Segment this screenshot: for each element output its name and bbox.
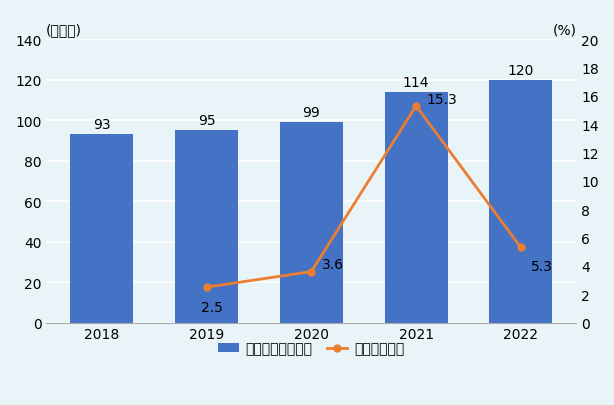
Legend: 輸出額（億ドル）, 伸び率（％）: 輸出額（億ドル）, 伸び率（％） — [212, 336, 410, 361]
Bar — [280, 123, 343, 323]
Text: 120: 120 — [508, 64, 534, 77]
Bar — [175, 131, 238, 323]
Text: 93: 93 — [93, 118, 111, 132]
Text: 15.3: 15.3 — [427, 92, 457, 107]
Text: 99: 99 — [303, 106, 320, 120]
Text: 5.3: 5.3 — [531, 259, 553, 273]
Bar — [71, 135, 133, 323]
Text: (億ドル): (億ドル) — [46, 23, 82, 37]
Text: 2.5: 2.5 — [201, 300, 223, 314]
Text: 114: 114 — [403, 76, 429, 90]
Text: (%): (%) — [553, 23, 577, 37]
Text: 3.6: 3.6 — [322, 258, 344, 272]
Bar — [384, 93, 448, 323]
Text: 95: 95 — [198, 114, 216, 128]
Bar — [489, 81, 552, 323]
